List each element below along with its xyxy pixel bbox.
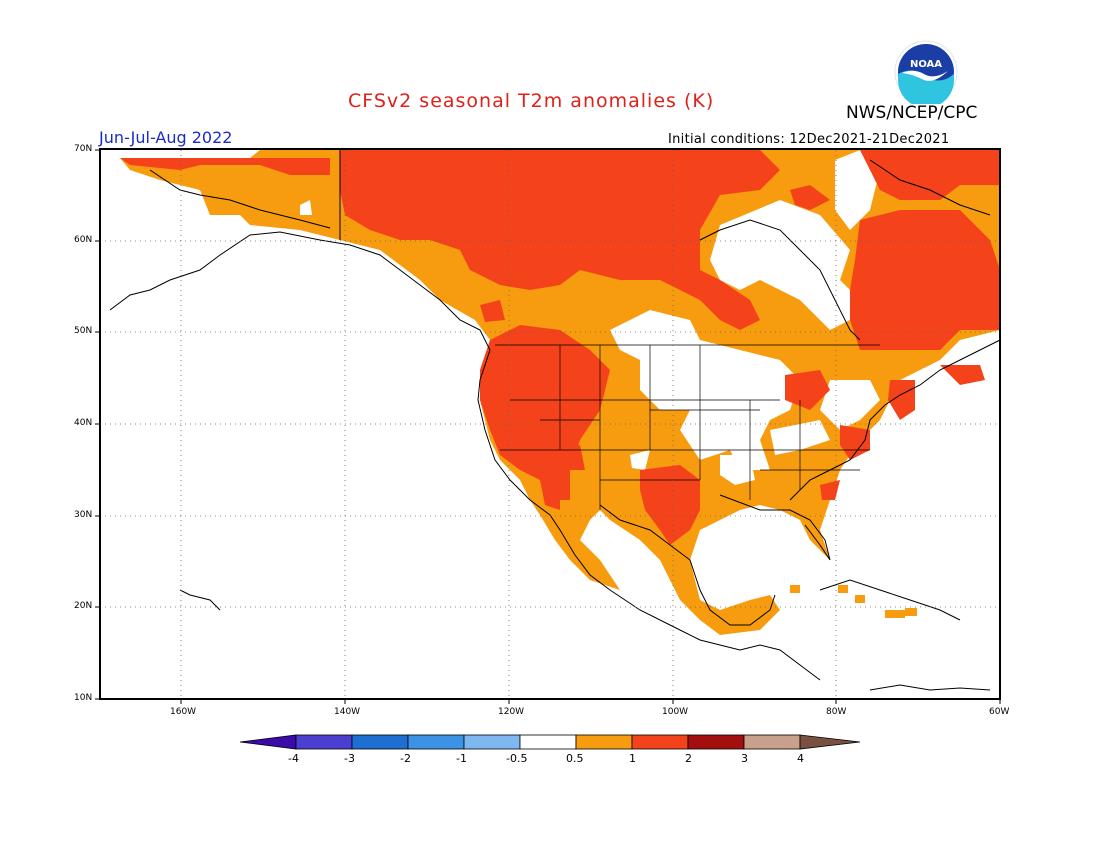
lat-label: 60N <box>74 235 93 245</box>
axis-ticks <box>95 149 1001 704</box>
lat-label: 70N <box>74 144 93 154</box>
colorbar-label: 0.5 <box>566 752 584 765</box>
map-title: CFSv2 seasonal T2m anomalies (K) <box>348 90 715 112</box>
colorbar-label: -3 <box>344 752 355 765</box>
lat-label: 40N <box>74 418 93 428</box>
colorbar-label: 4 <box>797 752 804 765</box>
lat-label: 30N <box>74 510 93 520</box>
anomaly-caribbean <box>790 585 917 618</box>
anomaly-region-neutral <box>300 150 880 485</box>
lat-label: 20N <box>74 601 93 611</box>
colorbar-triangle-low <box>239 734 297 750</box>
colorbar-bin <box>687 734 745 750</box>
colorbar-bin <box>575 734 633 750</box>
svg-text:NOAA: NOAA <box>910 59 942 70</box>
colorbar-triangle-high <box>799 734 861 750</box>
noaa-logo: NOAA <box>894 40 958 104</box>
lat-label: 50N <box>74 326 93 336</box>
lon-label: 140W <box>334 707 361 717</box>
colorbar-bin <box>743 734 801 750</box>
lat-label: 10N <box>74 693 93 703</box>
colorbar-label: 2 <box>685 752 692 765</box>
colorbar <box>239 734 861 750</box>
colorbar-label: 3 <box>741 752 748 765</box>
lon-label: 80W <box>826 707 847 717</box>
colorbar-bin <box>519 734 577 750</box>
lon-label: 120W <box>498 707 525 717</box>
colorbar-bin <box>407 734 465 750</box>
season-label: Jun-Jul-Aug 2022 <box>99 128 233 147</box>
colorbar-bin <box>631 734 689 750</box>
colorbar-label: -2 <box>400 752 411 765</box>
agency-label: NWS/NCEP/CPC <box>846 103 978 123</box>
anomaly-region-1-2 <box>120 150 1000 545</box>
colorbar-bin <box>351 734 409 750</box>
colorbar-label: -0.5 <box>506 752 528 765</box>
colorbar-bin <box>463 734 521 750</box>
graticule <box>100 150 1000 699</box>
lon-label: 100W <box>662 707 689 717</box>
lon-label: 160W <box>170 707 197 717</box>
initial-conditions-label: Initial conditions: 12Dec2021-21Dec2021 <box>668 132 950 147</box>
state-borders <box>495 344 880 510</box>
colorbar-label: -1 <box>456 752 467 765</box>
colorbar-bin <box>295 734 353 750</box>
lon-label: 60W <box>989 707 1010 717</box>
colorbar-label: 1 <box>629 752 636 765</box>
colorbar-label: -4 <box>288 752 299 765</box>
